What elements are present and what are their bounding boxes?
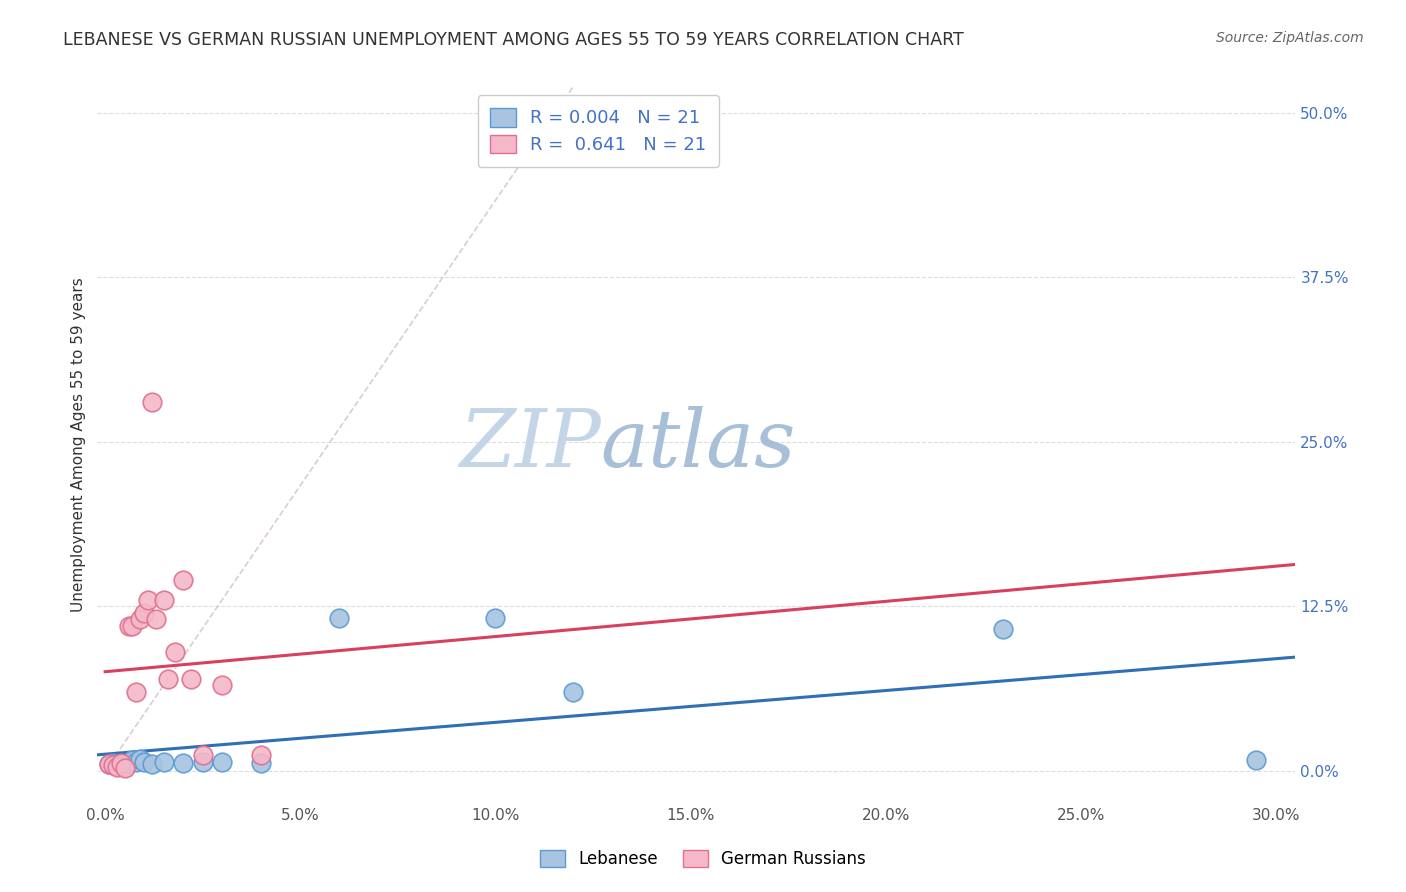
Text: LEBANESE VS GERMAN RUSSIAN UNEMPLOYMENT AMONG AGES 55 TO 59 YEARS CORRELATION CH: LEBANESE VS GERMAN RUSSIAN UNEMPLOYMENT …: [63, 31, 965, 49]
Point: [172, 573, 194, 587]
Point: [991, 622, 1014, 636]
Point: [211, 678, 233, 692]
Point: [98, 757, 121, 772]
Point: [172, 756, 194, 770]
Point: [117, 619, 139, 633]
Point: [134, 606, 156, 620]
Point: [136, 592, 159, 607]
Text: ZIP: ZIP: [458, 406, 600, 483]
Legend: Lebanese, German Russians: Lebanese, German Russians: [533, 843, 873, 875]
Point: [152, 592, 174, 607]
Point: [121, 619, 143, 633]
Point: [101, 756, 124, 770]
Point: [152, 755, 174, 769]
Point: [110, 756, 132, 770]
Point: [156, 672, 179, 686]
Point: [114, 760, 136, 774]
Text: atlas: atlas: [600, 406, 796, 483]
Point: [141, 757, 163, 772]
Point: [141, 395, 163, 409]
Point: [125, 685, 148, 699]
Point: [105, 758, 128, 772]
Point: [105, 760, 128, 774]
Point: [484, 611, 506, 625]
Point: [250, 756, 273, 770]
Point: [562, 685, 585, 699]
Point: [101, 758, 124, 772]
Point: [129, 752, 152, 766]
Point: [114, 761, 136, 775]
Point: [191, 747, 214, 762]
Point: [129, 612, 152, 626]
Point: [98, 757, 121, 772]
Point: [117, 756, 139, 770]
Text: Source: ZipAtlas.com: Source: ZipAtlas.com: [1216, 31, 1364, 45]
Legend: R = 0.004   N = 21, R =  0.641   N = 21: R = 0.004 N = 21, R = 0.641 N = 21: [478, 95, 718, 167]
Point: [211, 755, 233, 769]
Point: [250, 747, 273, 762]
Point: [328, 611, 350, 625]
Point: [110, 757, 132, 772]
Point: [145, 612, 167, 626]
Point: [191, 755, 214, 769]
Point: [1246, 753, 1268, 767]
Point: [180, 672, 202, 686]
Point: [165, 645, 187, 659]
Y-axis label: Unemployment Among Ages 55 to 59 years: Unemployment Among Ages 55 to 59 years: [72, 277, 86, 613]
Point: [125, 755, 148, 769]
Point: [121, 753, 143, 767]
Point: [134, 755, 156, 769]
